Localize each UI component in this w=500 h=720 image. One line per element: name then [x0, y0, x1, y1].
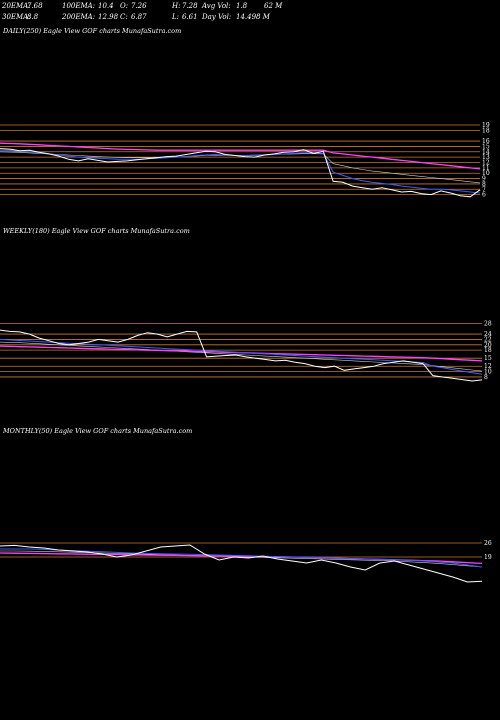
y-tick-label: 15: [482, 143, 490, 150]
stat-value: 7.28: [182, 2, 198, 10]
stat-label: 100EMA:: [62, 2, 96, 10]
stat-value: 7.26: [131, 2, 147, 10]
y-tick-label: 22: [484, 336, 492, 343]
stat-value: 12.98: [98, 13, 119, 21]
stat-label: C:: [120, 13, 128, 21]
monthly-panel-title: MONTHLY(50) Eagle View GOF charts Munafa…: [3, 427, 193, 435]
stat-label: Day Vol:: [202, 13, 232, 21]
y-tick-label: 14: [482, 149, 490, 156]
stat-label: L:: [172, 13, 180, 21]
weekly-panel-title: WEEKLY(180) Eagle View GOF charts Munafa…: [3, 227, 190, 235]
y-tick-label: 12: [484, 363, 492, 370]
series-line-price: [0, 329, 483, 382]
stat-value: 1.8: [236, 2, 248, 10]
y-tick-label: 28: [484, 320, 492, 327]
chart-panel-2: 26 19: [0, 540, 492, 583]
stat-label: O:: [120, 2, 129, 10]
stat-value: 6.61: [182, 13, 198, 21]
stat-label: 200EMA:: [62, 13, 96, 21]
series-line-ma-long: [0, 345, 483, 362]
stat-value: 8.8: [27, 13, 39, 21]
series-line-price: [0, 148, 481, 198]
y-tick-label: 24: [484, 331, 492, 338]
stat-label: H:: [172, 2, 181, 10]
y-tick-label: 18: [482, 127, 490, 134]
y-tick-label: 20: [484, 342, 492, 349]
y-tick-label: 15: [484, 355, 492, 362]
stat-label: 30EMA:: [2, 13, 31, 21]
y-tick-label: 19: [482, 122, 490, 129]
stat-label: 20EMA:: [2, 2, 31, 10]
series-line-price: [0, 544, 483, 583]
daily-panel-title: DAILY(250) Eagle View GOF charts MunafaS…: [3, 27, 182, 35]
y-tick-label: 16: [482, 138, 490, 145]
stat-value: 62 M: [264, 2, 283, 10]
stat-value: 6.87: [131, 13, 147, 21]
y-tick-label: 8: [482, 181, 486, 188]
y-tick-label: 18: [484, 347, 492, 354]
y-tick-label: 8: [484, 374, 488, 381]
stat-value: 10.4: [98, 2, 114, 10]
series-line-ma-short: [0, 548, 483, 568]
y-tick-label: 11: [482, 165, 490, 172]
y-tick-label: 6: [482, 192, 486, 199]
y-tick-label: 19: [484, 554, 492, 561]
y-tick-label: 10: [484, 369, 492, 376]
y-tick-label: 9: [482, 176, 486, 183]
stat-label: Avg Vol:: [202, 2, 231, 10]
y-tick-label: 10: [482, 170, 490, 177]
series-line-ma-mid: [0, 341, 483, 372]
y-tick-label: 7: [482, 186, 486, 193]
y-tick-label: 26: [484, 540, 492, 547]
stat-value: 7.68: [27, 2, 43, 10]
y-tick-label: 13: [482, 154, 490, 161]
series-line-ma-long: [0, 142, 481, 170]
series-line-ma-short: [0, 149, 481, 194]
y-tick-label: 12: [482, 160, 490, 167]
stat-value: 14.498 M: [236, 13, 270, 21]
